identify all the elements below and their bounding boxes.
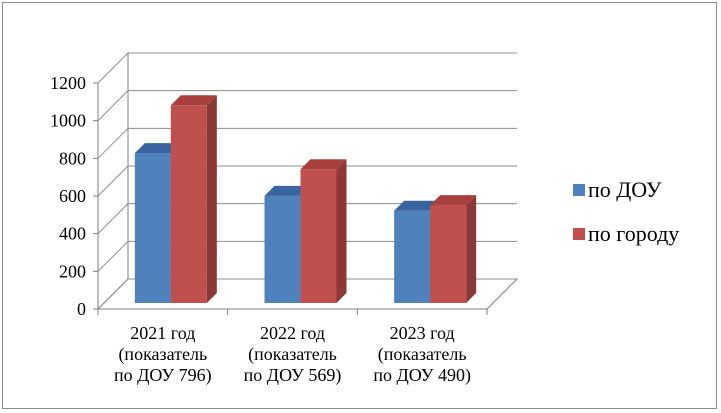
bar-top bbox=[264, 185, 311, 196]
x-axis-labels: 2021 год (показатель по ДОУ 796) 2022 год (п… bbox=[114, 323, 471, 386]
bar-top bbox=[430, 195, 477, 206]
gridline bbox=[97, 240, 517, 272]
bar bbox=[170, 95, 217, 303]
bar-top bbox=[300, 159, 347, 170]
legend-item: по ДОУ bbox=[573, 177, 662, 202]
gridline bbox=[97, 203, 517, 235]
y-axis-ticks: 0 200 400 600 800 1000 1200 bbox=[50, 73, 86, 319]
x-category-label: 2023 год (показатель по ДОУ 490) bbox=[373, 323, 471, 386]
bar-side bbox=[466, 195, 477, 303]
bar bbox=[430, 195, 477, 303]
y-tick-label: 1000 bbox=[50, 111, 86, 131]
gridline bbox=[97, 90, 517, 122]
y-tick-label: 1200 bbox=[50, 73, 86, 93]
legend: по ДОУ по городу bbox=[573, 177, 679, 246]
gridline bbox=[97, 127, 517, 159]
legend-label: по городу bbox=[588, 221, 679, 246]
legend-item: по городу bbox=[573, 221, 679, 246]
legend-label: по ДОУ bbox=[588, 177, 662, 202]
bar-front bbox=[134, 153, 171, 303]
bar bbox=[300, 159, 347, 303]
bar-top bbox=[394, 200, 441, 211]
bar-front bbox=[170, 105, 207, 303]
gridlines bbox=[93, 52, 517, 315]
y-tick-label: 600 bbox=[59, 186, 86, 206]
bar-front bbox=[264, 195, 301, 303]
y-tick-label: 800 bbox=[59, 148, 86, 168]
gridline bbox=[97, 278, 517, 310]
bar-top bbox=[134, 143, 181, 154]
bars bbox=[134, 95, 477, 303]
bar-front bbox=[430, 205, 467, 303]
bar-chart: 0 200 400 600 800 1000 1200 2021 год (показател… bbox=[50, 52, 679, 386]
y-tick-label: 0 bbox=[77, 299, 86, 319]
legend-swatch bbox=[573, 184, 585, 196]
x-category-label: 2021 год (показатель по ДОУ 796) bbox=[114, 323, 212, 386]
y-tick-label: 400 bbox=[59, 224, 86, 244]
bar-front bbox=[394, 210, 431, 303]
gridline bbox=[97, 52, 517, 84]
legend-swatch bbox=[573, 228, 585, 240]
bar-side bbox=[206, 95, 217, 303]
chart-frame: 0 200 400 600 800 1000 1200 2021 год (показател… bbox=[2, 2, 717, 409]
x-category-label: 2022 год (показатель по ДОУ 569) bbox=[244, 323, 342, 386]
bar-front bbox=[300, 169, 337, 303]
y-tick-label: 200 bbox=[59, 261, 86, 281]
gridline bbox=[97, 165, 517, 197]
bar-side bbox=[336, 159, 347, 303]
bar-top bbox=[170, 95, 217, 106]
